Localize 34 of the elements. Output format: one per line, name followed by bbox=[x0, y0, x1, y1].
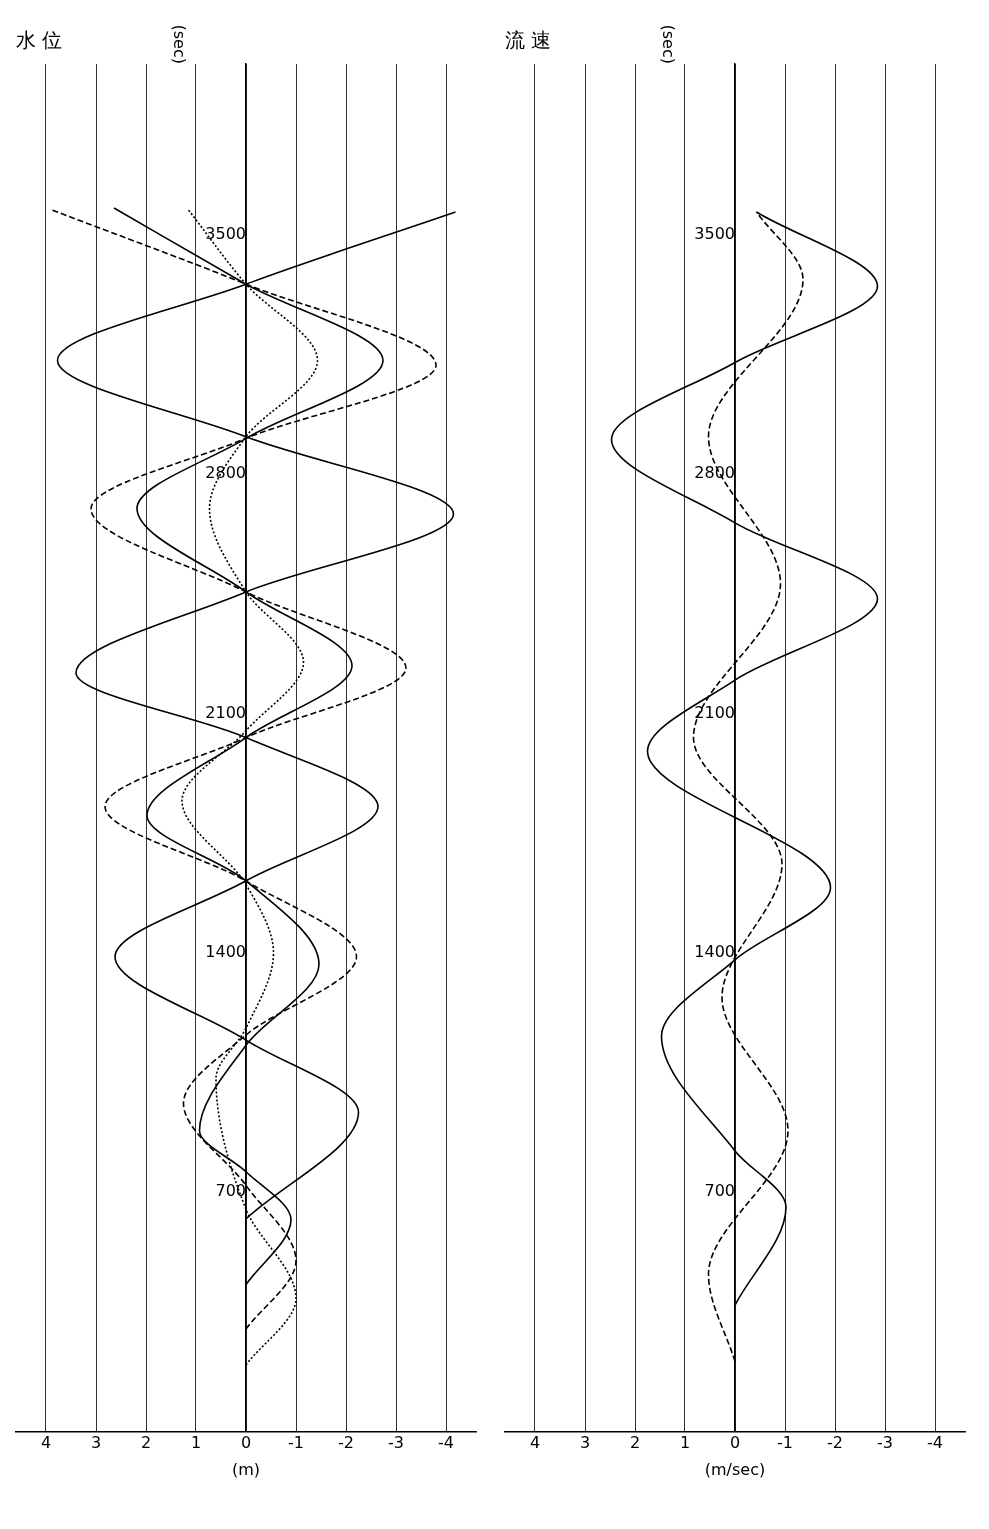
x-tick-label: -4 bbox=[438, 1433, 454, 1453]
x-tick-label: -1 bbox=[288, 1433, 304, 1453]
y-axis-title: (sec) bbox=[169, 24, 189, 64]
y-tick-label: 2800 bbox=[694, 463, 735, 483]
y-tick-label: 2100 bbox=[205, 702, 246, 722]
x-tick-label: 2 bbox=[140, 1433, 152, 1453]
y-tick-label: 3500 bbox=[694, 224, 735, 244]
x-tick-label: 2 bbox=[629, 1433, 641, 1453]
y-tick-label: 2800 bbox=[205, 463, 246, 483]
x-tick-label: 3 bbox=[579, 1433, 591, 1453]
y-tick-label: 700 bbox=[215, 1181, 246, 1201]
x-tick-label: 0 bbox=[729, 1433, 741, 1453]
x-tick-label: 3 bbox=[90, 1433, 102, 1453]
y-tick-label: 700 bbox=[704, 1181, 735, 1201]
y-tick-label: 1400 bbox=[694, 942, 735, 962]
x-tick-label: -1 bbox=[777, 1433, 793, 1453]
x-tick-label: -3 bbox=[877, 1433, 893, 1453]
x-tick-label: -2 bbox=[827, 1433, 843, 1453]
x-tick-label: 1 bbox=[679, 1433, 691, 1453]
y-tick-label: 1400 bbox=[205, 942, 246, 962]
x-tick-label: -3 bbox=[388, 1433, 404, 1453]
x-tick-label: 4 bbox=[40, 1433, 52, 1453]
y-axis-title: (sec) bbox=[658, 24, 678, 64]
x-tick-label: -4 bbox=[927, 1433, 943, 1453]
x-tick-label: 0 bbox=[240, 1433, 252, 1453]
chart-title: 水 位 bbox=[16, 28, 63, 53]
chart-title: 流 速 bbox=[505, 28, 552, 53]
y-tick-label: 2100 bbox=[694, 702, 735, 722]
x-axis-title: (m/sec) bbox=[704, 1459, 766, 1479]
x-tick-label: 4 bbox=[529, 1433, 541, 1453]
y-tick-label: 3500 bbox=[205, 224, 246, 244]
x-tick-label: -2 bbox=[338, 1433, 354, 1453]
x-axis-title: (m) bbox=[231, 1459, 261, 1479]
x-tick-label: 1 bbox=[190, 1433, 202, 1453]
